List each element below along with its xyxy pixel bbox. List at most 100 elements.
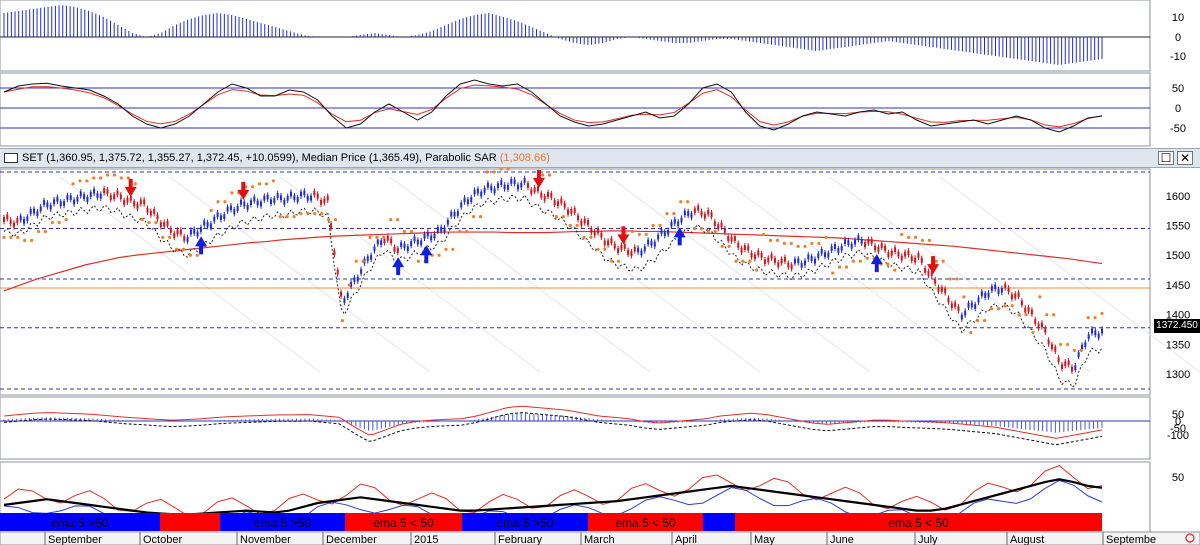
sar-dot	[278, 214, 282, 219]
candle-body	[737, 242, 740, 248]
candle-body	[720, 222, 723, 228]
candle-body	[6, 214, 9, 220]
candle-body	[506, 184, 509, 190]
candle-body	[293, 195, 296, 201]
osc1-y-tick-label: 10	[1172, 12, 1184, 24]
candle-body	[860, 238, 863, 244]
osc2-y-tick-label: -50	[1170, 123, 1186, 135]
candle-body	[206, 222, 209, 227]
target-icon	[1185, 533, 1195, 543]
sell-arrow-icon	[532, 169, 545, 188]
candle-body	[723, 227, 726, 233]
time-axis-frame	[0, 531, 1200, 545]
panel-osc3-frame	[0, 396, 1151, 460]
candle-body	[59, 201, 62, 207]
candle-body	[316, 193, 319, 199]
candle-body	[526, 183, 529, 188]
close-button[interactable]: ✕	[1177, 151, 1193, 165]
sar-dot	[893, 268, 897, 272]
time-axis: September October November December 2015 Febr…	[44, 532, 1195, 545]
candle-body	[1014, 293, 1017, 299]
regime-segment	[345, 513, 462, 531]
candle-body	[400, 242, 403, 248]
candle-body	[163, 221, 166, 227]
candle-body	[463, 197, 466, 203]
sar-dot	[492, 170, 496, 174]
candle-body	[567, 209, 570, 215]
sar-dot	[658, 223, 662, 228]
month-label: March	[584, 534, 615, 545]
candle-body	[827, 252, 830, 258]
candle-body	[733, 236, 736, 241]
sar-dot	[506, 167, 510, 171]
sar-dot	[485, 170, 489, 174]
sar-dot	[706, 229, 710, 234]
candle-body	[146, 207, 149, 213]
candle-body	[49, 204, 52, 210]
candle-body	[276, 193, 279, 198]
sar-dot	[1093, 316, 1097, 320]
regime-label: ema 5 >50	[254, 516, 311, 530]
sar-dot	[886, 262, 890, 266]
candle-body	[770, 253, 773, 259]
sar-dot	[188, 253, 193, 257]
sell-arrow-icon	[237, 181, 250, 200]
sar-dot	[727, 244, 731, 248]
sar-dot	[36, 229, 41, 234]
sar-dot	[154, 220, 158, 225]
candle-body	[143, 199, 146, 205]
candle-body	[977, 297, 980, 303]
month-label: July	[918, 534, 938, 545]
candle-body	[897, 251, 900, 257]
candle-body	[817, 253, 820, 259]
candle-body	[647, 239, 650, 245]
candle-body	[570, 209, 573, 214]
sar-dot	[161, 235, 165, 240]
sar-dot	[748, 259, 752, 263]
candle-body	[370, 255, 373, 260]
ohlc-readout: SET (1,360.95, 1,375.72, 1,355.27, 1,372…	[22, 152, 299, 164]
sar-dot	[955, 277, 959, 281]
candle-body	[1004, 283, 1007, 289]
candle-body	[86, 197, 89, 202]
sar-dot	[175, 247, 179, 251]
sar-dot	[64, 217, 68, 222]
restore-button[interactable]: ☐	[1158, 151, 1174, 165]
candle-body	[1067, 360, 1070, 366]
candle-body	[673, 218, 676, 224]
candle-body	[1060, 364, 1063, 370]
candle-body	[356, 276, 359, 282]
candle-body	[887, 252, 890, 258]
candle-body	[813, 258, 816, 264]
sar-dot	[1072, 348, 1076, 352]
sar-dot	[1003, 304, 1007, 308]
candle-body	[870, 238, 873, 244]
candle-body	[1077, 352, 1080, 357]
sar-dot	[126, 176, 130, 180]
candle-body	[520, 182, 523, 188]
candle-body	[179, 229, 182, 235]
month-label: September	[48, 534, 102, 545]
candle-body	[516, 184, 519, 190]
trend-line	[829, 176, 1091, 373]
regime-bar: ema 5 >50 ema 5 >50 ema 5 < 50 ema 5 >50 ema…	[0, 513, 1102, 531]
candle-body	[436, 226, 439, 232]
candle-body	[103, 188, 106, 194]
close-icon: ✕	[1179, 151, 1191, 165]
month-label: October	[143, 534, 182, 545]
candle-body	[610, 238, 613, 244]
main-y-tick-label: 1550	[1166, 221, 1190, 233]
candle-body	[486, 182, 489, 188]
sar-dot	[112, 173, 117, 177]
panel-osc2-frame	[0, 72, 1151, 147]
candle-body	[410, 241, 413, 246]
chart-type-icon[interactable]	[4, 153, 18, 163]
candle-body	[373, 246, 376, 252]
candle-body	[1097, 333, 1100, 339]
candle-body	[810, 256, 813, 261]
sar-dot	[630, 229, 635, 234]
candle-body	[790, 264, 793, 270]
sar-dot	[568, 223, 572, 228]
candle-body	[116, 190, 119, 196]
